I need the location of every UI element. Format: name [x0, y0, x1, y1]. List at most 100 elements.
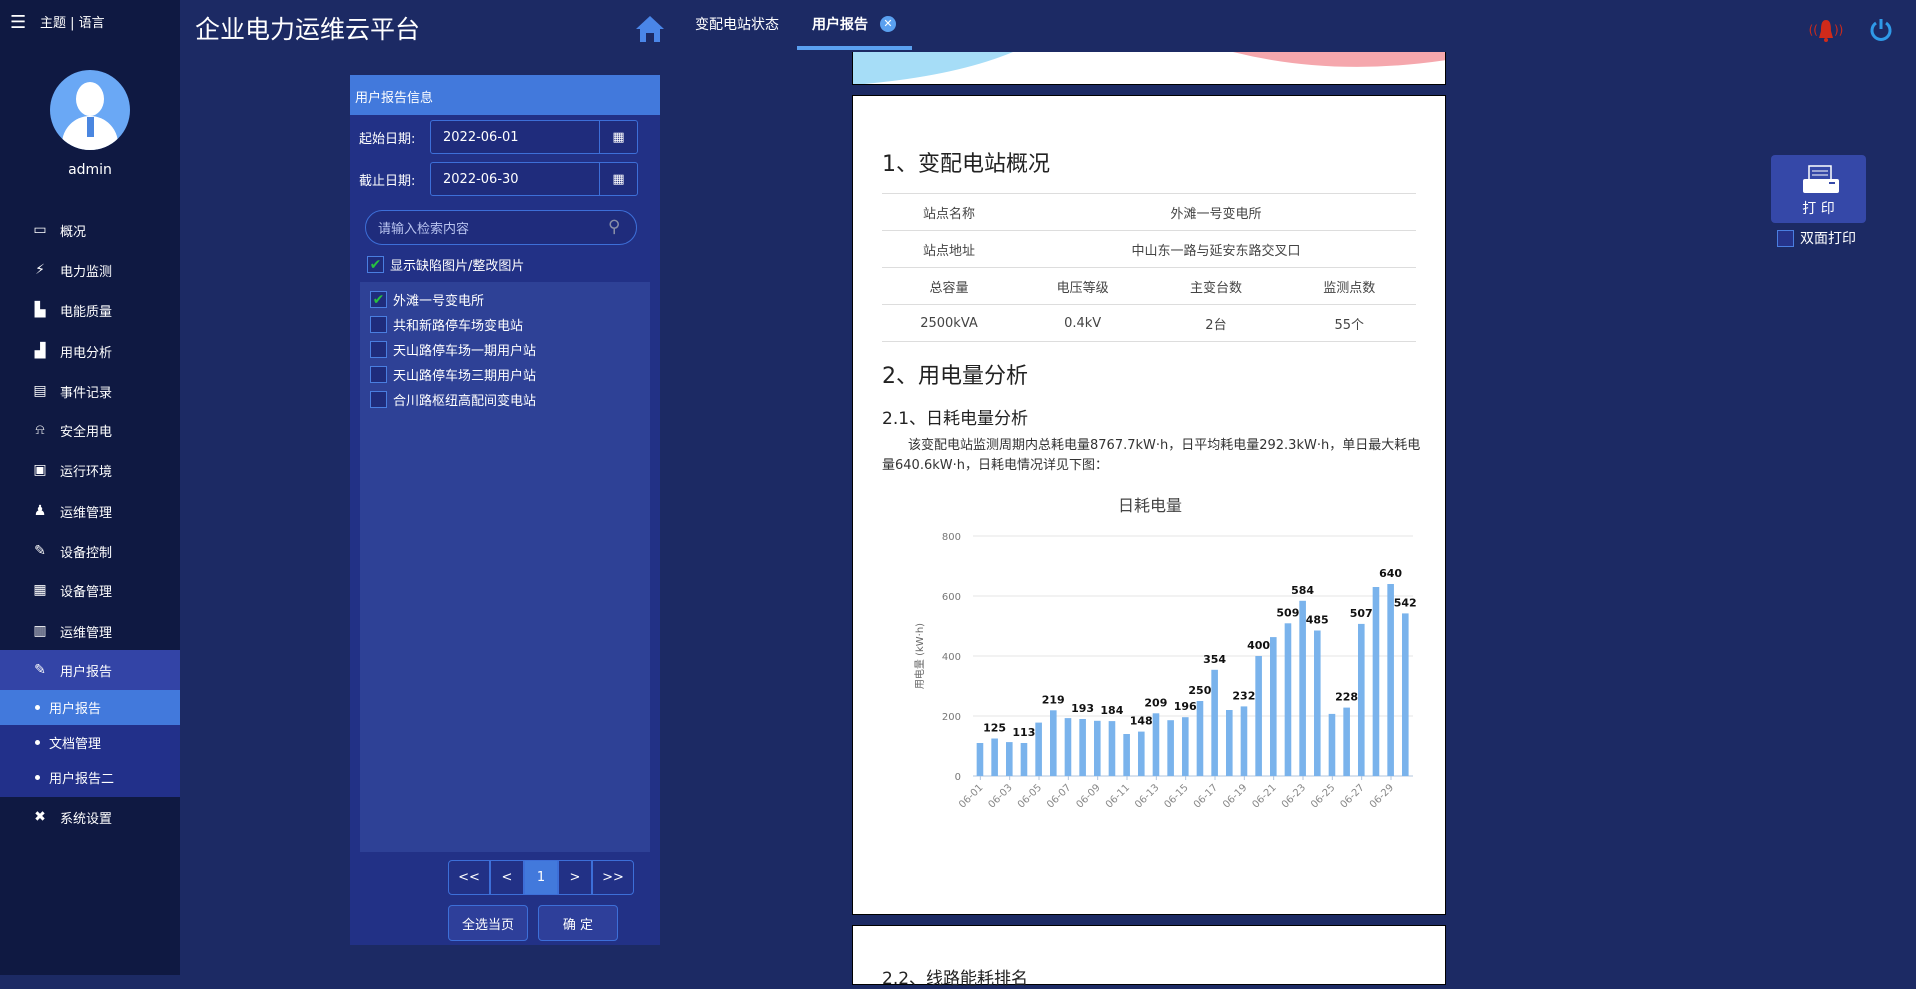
end-date-input[interactable]: 2022-06-30 — [430, 162, 600, 196]
data-label: 219 — [1042, 693, 1065, 706]
bar — [1182, 717, 1189, 776]
station-item[interactable]: ✔ 外滩一号变电所 — [370, 290, 484, 309]
page-1-button[interactable]: 1 — [524, 860, 558, 895]
station-item[interactable]: 共和新路停车场变电站 — [370, 315, 523, 334]
sidebar-item-label: 事件记录 — [60, 385, 113, 401]
tools-icon: ✖ — [34, 809, 46, 825]
sidebar-item-label: 电能质量 — [60, 304, 113, 320]
start-date-label: 起始日期: — [359, 132, 416, 147]
power-icon[interactable] — [1868, 17, 1894, 47]
print-button[interactable]: 打 印 — [1771, 155, 1866, 223]
app-title: 企业电力运维云平台 — [195, 15, 421, 44]
sidebar-item[interactable]: ♟ 运维管理 — [0, 491, 180, 531]
confirm-button[interactable]: 确 定 — [538, 905, 618, 941]
usage-summary: 该变配电站监测周期内总耗电量8767.7kW·h，日平均耗电量292.3kW·h… — [882, 438, 1421, 473]
data-label: 542 — [1394, 596, 1417, 609]
data-label: 400 — [1247, 639, 1270, 652]
checkbox[interactable] — [370, 316, 387, 333]
data-label: 193 — [1071, 702, 1094, 715]
search-icon[interactable]: ⚲ — [608, 217, 621, 237]
checkbox[interactable] — [1777, 229, 1794, 247]
sidebar-subitem-label: 文档管理 — [49, 737, 102, 752]
show-defect-label: 显示缺陷图片/整改图片 — [390, 259, 525, 274]
start-date-input[interactable]: 2022-06-01 — [430, 120, 600, 154]
y-tick-label: 0 — [955, 772, 961, 783]
x-tick-label: 06-17 — [1192, 782, 1220, 810]
checkbox[interactable] — [370, 341, 387, 358]
x-tick-label: 06-21 — [1250, 782, 1278, 810]
prev-page-button[interactable]: < — [490, 860, 524, 895]
sidebar-item-label: 运维管理 — [60, 625, 113, 641]
sidebar-item[interactable]: ▟ 用电分析 — [0, 331, 180, 371]
bullet-icon — [35, 740, 40, 745]
bar — [1358, 623, 1365, 776]
y-tick-label: 800 — [942, 532, 961, 543]
checkbox[interactable]: ✔ — [367, 256, 384, 273]
sidebar-subitem[interactable]: 用户报告 — [0, 690, 180, 725]
data-label: 228 — [1335, 691, 1358, 704]
sidebar-item[interactable]: ⚡ 电力监测 — [0, 250, 180, 290]
sidebar-item[interactable]: ✎ 用户报告 — [0, 650, 180, 690]
section-heading: 2、用电量分析 — [882, 364, 1028, 389]
bar — [1240, 706, 1248, 776]
bullet-icon — [35, 775, 40, 780]
tab-user-report[interactable]: 用户报告 — [812, 17, 868, 33]
report-page: 2.2、线路能耗排名 — [852, 925, 1446, 989]
station-item[interactable]: 天山路停车场一期用户站 — [370, 340, 536, 359]
station-item[interactable]: 合川路枢纽高配间变电站 — [370, 390, 536, 409]
bar — [1226, 710, 1233, 776]
sidebar-subitem[interactable]: 用户报告二 — [0, 760, 180, 795]
station-item[interactable]: 天山路停车场三期用户站 — [370, 365, 536, 384]
checkbox[interactable] — [370, 391, 387, 408]
worker-icon: ♟ — [33, 503, 47, 519]
calendar-icon[interactable]: ▦ — [599, 162, 638, 196]
next-page-button[interactable]: > — [558, 860, 592, 895]
alarm-bell-icon[interactable]: (()) — [1806, 15, 1846, 45]
end-date-label: 截止日期: — [359, 174, 416, 189]
sidebar-item[interactable]: ⍾ 安全用电 — [0, 410, 180, 450]
report-filter-panel: 用户报告信息 起始日期: 2022-06-01 ▦ 截止日期: 2022-06-… — [350, 75, 660, 945]
show-defect-checkbox[interactable]: ✔ 显示缺陷图片/整改图片 — [367, 255, 524, 274]
close-tab-icon[interactable]: ✕ — [880, 16, 896, 32]
station-name: 外滩一号变电所 — [393, 294, 485, 309]
chart-title: 日耗电量 — [1117, 496, 1182, 515]
duplex-print-label: 双面打印 — [1800, 231, 1856, 247]
checkbox[interactable]: ✔ — [370, 291, 387, 308]
checkbox[interactable] — [370, 366, 387, 383]
cell: 2台 — [1149, 304, 1283, 342]
menu-icon[interactable]: ☰ — [10, 12, 27, 33]
sidebar-subitem-label: 用户报告 — [49, 702, 102, 717]
station-name: 天山路停车场一期用户站 — [393, 344, 537, 359]
first-page-button[interactable]: << — [448, 860, 490, 895]
theme-language-link[interactable]: 主题 | 语言 — [40, 16, 105, 31]
sidebar-item[interactable]: ▭ 概况 — [0, 210, 180, 250]
sidebar-item[interactable]: ✎ 设备控制 — [0, 531, 180, 571]
calendar-icon[interactable]: ▦ — [599, 120, 638, 154]
bar-chart-icon: ▟ — [34, 343, 46, 359]
data-label: 485 — [1306, 614, 1329, 627]
home-icon[interactable] — [635, 14, 665, 44]
y-tick-label: 200 — [942, 712, 961, 723]
tab-station-status[interactable]: 变配电站状态 — [695, 17, 779, 33]
select-page-button[interactable]: 全选当页 — [448, 905, 528, 941]
x-tick-label: 06-09 — [1074, 782, 1102, 810]
bar — [1020, 743, 1028, 776]
alarm-light-icon: ⍾ — [35, 422, 45, 438]
sidebar-item[interactable]: ▤ 事件记录 — [0, 371, 180, 411]
sidebar-item[interactable]: ▣ 运行环境 — [0, 450, 180, 490]
sidebar-item[interactable]: ▙ 电能质量 — [0, 290, 180, 330]
sidebar-item[interactable]: ▥ 运维管理 — [0, 611, 180, 651]
section-heading: 1、变配电站概况 — [882, 152, 1050, 177]
station-name: 共和新路停车场变电站 — [393, 319, 524, 334]
last-page-button[interactable]: >> — [592, 860, 634, 895]
print-label: 打 印 — [1802, 201, 1835, 217]
search-input[interactable]: 请输入检索内容 — [365, 210, 637, 245]
x-tick-label: 06-15 — [1162, 782, 1190, 810]
sidebar-item[interactable]: ✖ 系统设置 — [0, 797, 180, 837]
duplex-print-checkbox[interactable]: 双面打印 — [1777, 228, 1856, 248]
sidebar-item-label: 用电分析 — [60, 345, 113, 361]
sidebar-subitem[interactable]: 文档管理 — [0, 725, 180, 760]
x-tick-label: 06-13 — [1133, 782, 1161, 810]
data-label: 584 — [1291, 584, 1314, 597]
sidebar-item[interactable]: ▦ 设备管理 — [0, 570, 180, 610]
